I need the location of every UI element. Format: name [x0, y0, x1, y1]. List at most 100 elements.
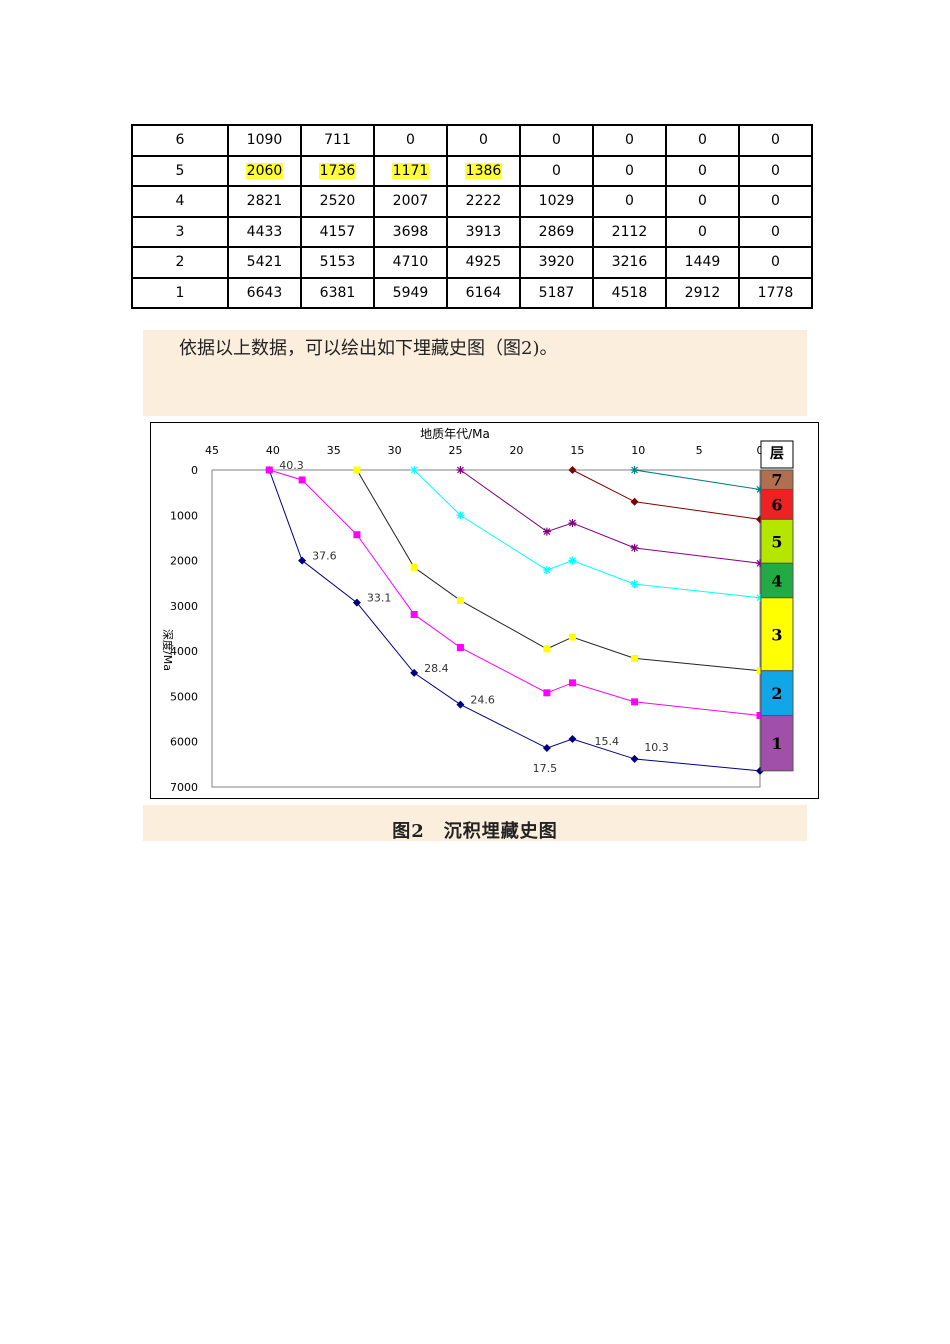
cell-value: 3920 — [538, 254, 575, 271]
row-label: 4 — [131, 185, 229, 218]
series-line — [413, 469, 761, 599]
data-point — [568, 556, 577, 565]
data-point — [630, 466, 639, 474]
data-point — [543, 689, 551, 697]
cell-value: 0 — [625, 162, 634, 179]
stratum-label: 1 — [771, 734, 782, 753]
chart-frame — [150, 422, 819, 799]
highlighted-value: 1171 — [391, 162, 430, 179]
cell-value: 6643 — [246, 284, 283, 301]
cell-value: 2912 — [684, 284, 721, 301]
cell-value: 5949 — [392, 284, 429, 301]
data-point — [631, 654, 639, 662]
cell-value: 0 — [625, 132, 634, 149]
data-point — [410, 466, 419, 474]
data-point — [410, 563, 418, 571]
data-point — [456, 466, 465, 474]
table-cell: 0 — [519, 124, 594, 157]
cell-value: 2869 — [538, 223, 575, 240]
table-cell: 0 — [592, 124, 667, 157]
row-label: 3 — [131, 215, 229, 248]
table-cell: 5421 — [227, 246, 302, 279]
cell-value: 3216 — [611, 254, 648, 271]
stratum-5 — [760, 518, 794, 564]
figure-caption: 图2 沉积埋藏史图 — [392, 821, 558, 842]
table-cell: 3216 — [592, 246, 667, 279]
point-label: 37.6 — [312, 550, 337, 563]
cell-value: 3698 — [392, 223, 429, 240]
data-point — [568, 518, 577, 527]
stratum-label: 5 — [771, 532, 782, 551]
point-label-layer: 40.3 37.6 33.1 28.4 24.6 17.5 15.4 10.3 — [279, 459, 669, 775]
cell-value: 5187 — [538, 284, 575, 301]
table-cell: 0 — [665, 124, 740, 157]
table-body: 6 1090 711 0 0 0 0 0 0 5 2060 1736 1171 1386 0 0 0 0 4 2821… — [131, 124, 813, 309]
data-point — [456, 596, 464, 604]
table-cell: 6381 — [300, 276, 375, 309]
cell-value: 4710 — [392, 254, 429, 271]
cell-value: 0 — [771, 132, 780, 149]
table-cell: 0 — [665, 215, 740, 248]
y-tick-label: 1000 — [170, 509, 198, 522]
table-cell: 2821 — [227, 185, 302, 218]
data-point — [353, 531, 361, 539]
cell-value: 1778 — [757, 284, 794, 301]
table-row: 5 2060 1736 1171 1386 0 0 0 0 — [131, 154, 813, 187]
table-cell: 2007 — [373, 185, 448, 218]
table-cell: 3920 — [519, 246, 594, 279]
row-label: 1 — [131, 276, 229, 309]
table-cell: 1386 — [446, 154, 521, 187]
table-cell: 5187 — [519, 276, 594, 309]
cell-value: 0 — [771, 223, 780, 240]
table-cell: 1736 — [300, 154, 375, 187]
x-axis-ticks: 45 40 35 30 25 20 15 10 5 0 — [205, 444, 764, 457]
y-tick-label: 4000 — [170, 645, 198, 658]
cell-value: 0 — [552, 132, 561, 149]
table-row: 2 5421 5153 4710 4925 3920 3216 1449 0 — [131, 246, 813, 279]
data-point — [630, 580, 639, 589]
cell-value: 6164 — [465, 284, 502, 301]
burial-history-chart: 地质年代/Ma 45 40 35 30 25 20 15 10 5 0 0100020003000… — [150, 422, 819, 799]
paragraph-block: 依据以上数据，可以绘出如下埋藏史图（图2)。 — [143, 330, 807, 416]
stratum-label: 7 — [771, 471, 782, 490]
data-point — [352, 598, 361, 607]
cell-value: 0 — [406, 132, 415, 149]
cell-value: 4433 — [246, 223, 283, 240]
x-tick-label: 35 — [327, 444, 341, 457]
data-point — [756, 559, 764, 568]
table-cell: 0 — [665, 154, 740, 187]
x-tick-label: 5 — [696, 444, 703, 457]
data-point — [456, 700, 465, 709]
stratum-label: 6 — [771, 495, 782, 514]
data-point — [543, 645, 551, 653]
data-point — [298, 476, 306, 484]
cell-value: 0 — [479, 132, 488, 149]
table-cell: 1171 — [373, 154, 448, 187]
x-tick-label: 45 — [205, 444, 219, 457]
cell-value: 0 — [698, 132, 707, 149]
table-cell: 3698 — [373, 215, 448, 248]
y-tick-label: 0 — [191, 464, 198, 477]
data-point — [456, 511, 465, 520]
table-cell: 0 — [738, 215, 813, 248]
x-axis-title: 地质年代/Ma — [420, 427, 490, 441]
y-axis-title: 深度/Ma — [161, 629, 175, 671]
data-point — [542, 744, 551, 753]
cell-value: 5153 — [319, 254, 356, 271]
data-point — [456, 644, 464, 652]
row-label: 2 — [131, 246, 229, 279]
series-5 — [456, 466, 764, 568]
table-cell: 1778 — [738, 276, 813, 309]
table-cell: 0 — [519, 154, 594, 187]
cell-value: 0 — [771, 254, 780, 271]
legend-header-box — [760, 440, 794, 469]
row-label: 6 — [131, 124, 229, 157]
table-cell: 2912 — [665, 276, 740, 309]
highlighted-value: 2060 — [245, 162, 284, 179]
data-point — [410, 668, 419, 677]
series-line — [634, 469, 761, 490]
table-cell: 2222 — [446, 185, 521, 218]
data-point — [568, 734, 577, 743]
table-cell: 4518 — [592, 276, 667, 309]
x-tick-label: 0 — [757, 444, 764, 457]
